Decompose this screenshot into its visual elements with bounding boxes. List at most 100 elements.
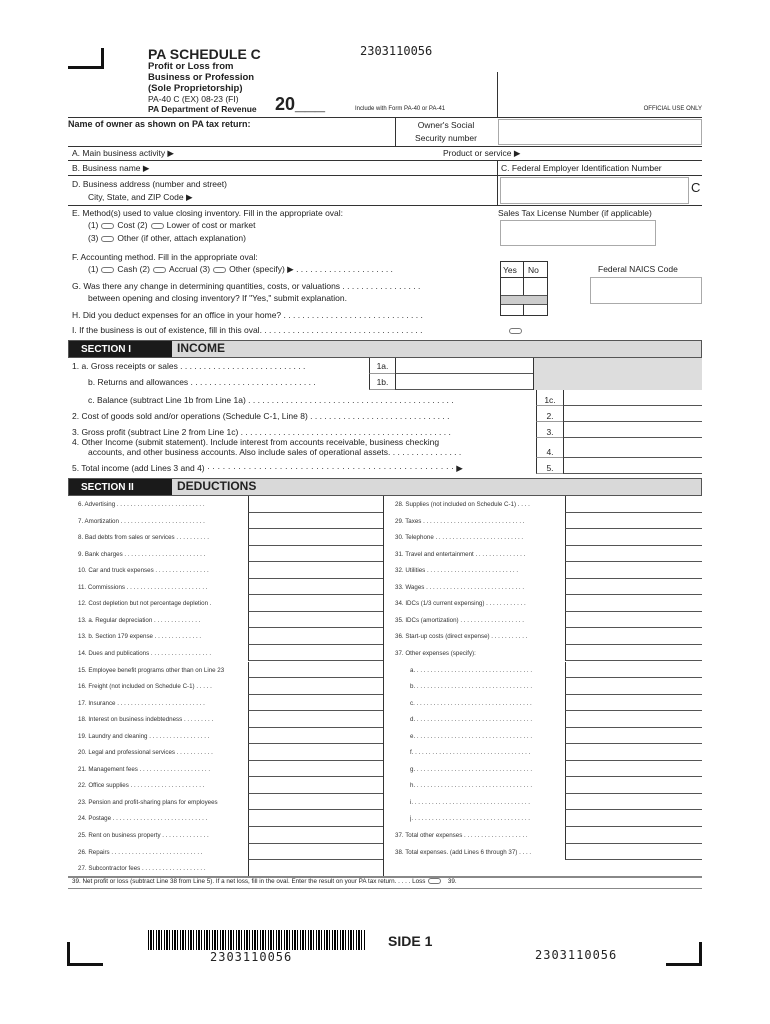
deduction-input[interactable] bbox=[248, 810, 383, 827]
deduction-input[interactable] bbox=[248, 760, 383, 778]
deduction-input[interactable] bbox=[565, 628, 702, 645]
income-line-label: accounts, and other business accounts. A… bbox=[88, 447, 462, 457]
sales-tax-input[interactable] bbox=[500, 220, 656, 246]
deduction-input[interactable] bbox=[248, 843, 383, 861]
deduction-label: h. . . . . . . . . . . . . . . . . . . .… bbox=[410, 782, 533, 790]
deduction-label: 11. Commissions . . . . . . . . . . . . … bbox=[78, 583, 208, 591]
line-1b-number: 1b. bbox=[369, 374, 395, 390]
income-line-input[interactable] bbox=[563, 422, 702, 438]
income-line-input[interactable] bbox=[563, 406, 702, 422]
deduction-input[interactable] bbox=[248, 694, 383, 712]
deduction-input[interactable] bbox=[565, 578, 702, 596]
other-inventory-oval[interactable] bbox=[101, 235, 115, 242]
deduction-input[interactable] bbox=[248, 628, 383, 645]
line-1a-number: 1a. bbox=[369, 358, 395, 374]
other-method-oval[interactable] bbox=[213, 266, 227, 273]
deduction-label: 28. Supplies (not included on Schedule C… bbox=[395, 501, 530, 508]
deduction-input[interactable] bbox=[248, 860, 383, 877]
g-no-box[interactable] bbox=[524, 278, 547, 295]
deduction-input[interactable] bbox=[565, 793, 702, 811]
deduction-input[interactable] bbox=[565, 744, 702, 761]
deduction-input[interactable] bbox=[565, 711, 702, 728]
naics-input[interactable] bbox=[590, 277, 702, 304]
income-line-label: 3. Gross profit (subtract Line 2 from Li… bbox=[72, 427, 451, 437]
business-name-label: B. Business name ▶ bbox=[72, 163, 150, 173]
deduction-input[interactable] bbox=[248, 727, 383, 745]
deduction-input[interactable] bbox=[565, 512, 702, 530]
accrual-oval[interactable] bbox=[152, 266, 166, 273]
deduction-input[interactable] bbox=[248, 711, 383, 728]
deduction-label: 33. Wages . . . . . . . . . . . . . . . … bbox=[395, 583, 525, 591]
deduction-input[interactable] bbox=[565, 827, 702, 844]
deduction-input[interactable] bbox=[565, 694, 702, 712]
deduction-input[interactable] bbox=[565, 496, 702, 513]
deduction-input[interactable] bbox=[565, 595, 702, 612]
income-line-input[interactable] bbox=[563, 438, 702, 458]
cash-oval[interactable] bbox=[101, 266, 115, 273]
deduction-label: 20. Legal and professional services . . … bbox=[78, 749, 213, 757]
lower-cost-oval[interactable] bbox=[150, 222, 164, 229]
deduction-input[interactable] bbox=[565, 760, 702, 778]
fein-input[interactable] bbox=[500, 177, 689, 204]
deduction-input[interactable] bbox=[248, 777, 383, 794]
deduction-input[interactable] bbox=[248, 793, 383, 811]
deduction-input[interactable] bbox=[565, 545, 702, 563]
loss-oval[interactable] bbox=[428, 878, 442, 885]
deduction-input[interactable] bbox=[248, 529, 383, 546]
deduction-input[interactable] bbox=[565, 661, 702, 679]
income-line-number: 4. bbox=[536, 438, 563, 458]
barcode bbox=[148, 930, 366, 950]
deduction-input[interactable] bbox=[565, 843, 702, 861]
deduction-input[interactable] bbox=[248, 661, 383, 679]
city-label: City, State, and ZIP Code ▶ bbox=[88, 192, 193, 202]
deduction-input[interactable] bbox=[248, 512, 383, 530]
ssn-input[interactable] bbox=[498, 119, 702, 145]
deduction-label: 17. Insurance . . . . . . . . . . . . . … bbox=[78, 699, 205, 707]
deduction-input[interactable] bbox=[565, 727, 702, 745]
deduction-input[interactable] bbox=[565, 777, 702, 794]
deduction-input[interactable] bbox=[248, 595, 383, 612]
deduction-input[interactable] bbox=[248, 678, 383, 695]
subtitle-line: Business or Profession bbox=[148, 72, 255, 83]
deduction-input[interactable] bbox=[565, 562, 702, 579]
out-of-existence-oval[interactable] bbox=[509, 328, 522, 334]
divider bbox=[395, 117, 396, 146]
deduction-label: 34. IDCs (1/3 current expensing) . . . .… bbox=[395, 600, 526, 608]
deduction-input[interactable] bbox=[565, 529, 702, 546]
deduction-input[interactable] bbox=[565, 611, 702, 629]
cost-oval[interactable] bbox=[101, 222, 115, 229]
inventory-option-row: (1) Cost (2) Lower of cost or market bbox=[88, 220, 255, 230]
h-no-box[interactable] bbox=[524, 304, 547, 315]
other-inventory-label: Other (if other, attach explanation) bbox=[117, 233, 246, 243]
barcode-number: 2303110056 bbox=[210, 950, 293, 964]
deduction-input[interactable] bbox=[248, 562, 383, 579]
deduction-input[interactable] bbox=[248, 644, 383, 662]
deduction-input[interactable] bbox=[248, 611, 383, 629]
income-line-input[interactable] bbox=[563, 458, 702, 474]
include-note: Include with Form PA-40 or PA-41 bbox=[355, 106, 446, 112]
fein-suffix: C bbox=[691, 180, 701, 195]
deduction-input[interactable] bbox=[565, 644, 702, 662]
deduction-label: 21. Management fees . . . . . . . . . . … bbox=[78, 765, 211, 773]
deduction-label: j. . . . . . . . . . . . . . . . . . . .… bbox=[410, 815, 530, 823]
tax-year[interactable]: 20___ bbox=[275, 94, 326, 114]
h-yes-box[interactable] bbox=[501, 304, 523, 315]
section-1-header: SECTION I INCOME bbox=[68, 340, 702, 358]
ssn-label-1: Owner's Social bbox=[417, 120, 475, 130]
income-line-label: 5. Total income (add Lines 3 and 4) · · … bbox=[72, 463, 463, 473]
yes-no-table: Yes No bbox=[500, 261, 548, 316]
income-line-input[interactable] bbox=[563, 390, 702, 406]
deduction-input[interactable] bbox=[565, 678, 702, 695]
deduction-input[interactable] bbox=[248, 496, 383, 513]
deduction-label: 23. Pension and profit-sharing plans for… bbox=[78, 798, 218, 806]
deduction-input[interactable] bbox=[248, 744, 383, 761]
deduction-input[interactable] bbox=[248, 827, 383, 844]
line-1a-input[interactable] bbox=[395, 358, 533, 374]
deduction-input[interactable] bbox=[565, 810, 702, 827]
deduction-input[interactable] bbox=[248, 578, 383, 596]
deduction-input[interactable] bbox=[248, 545, 383, 563]
shaded-area bbox=[533, 358, 702, 390]
g-yes-box[interactable] bbox=[501, 278, 523, 295]
owner-name-label: Name of owner as shown on PA tax return: bbox=[68, 119, 251, 129]
line-1b-input[interactable] bbox=[395, 374, 533, 390]
